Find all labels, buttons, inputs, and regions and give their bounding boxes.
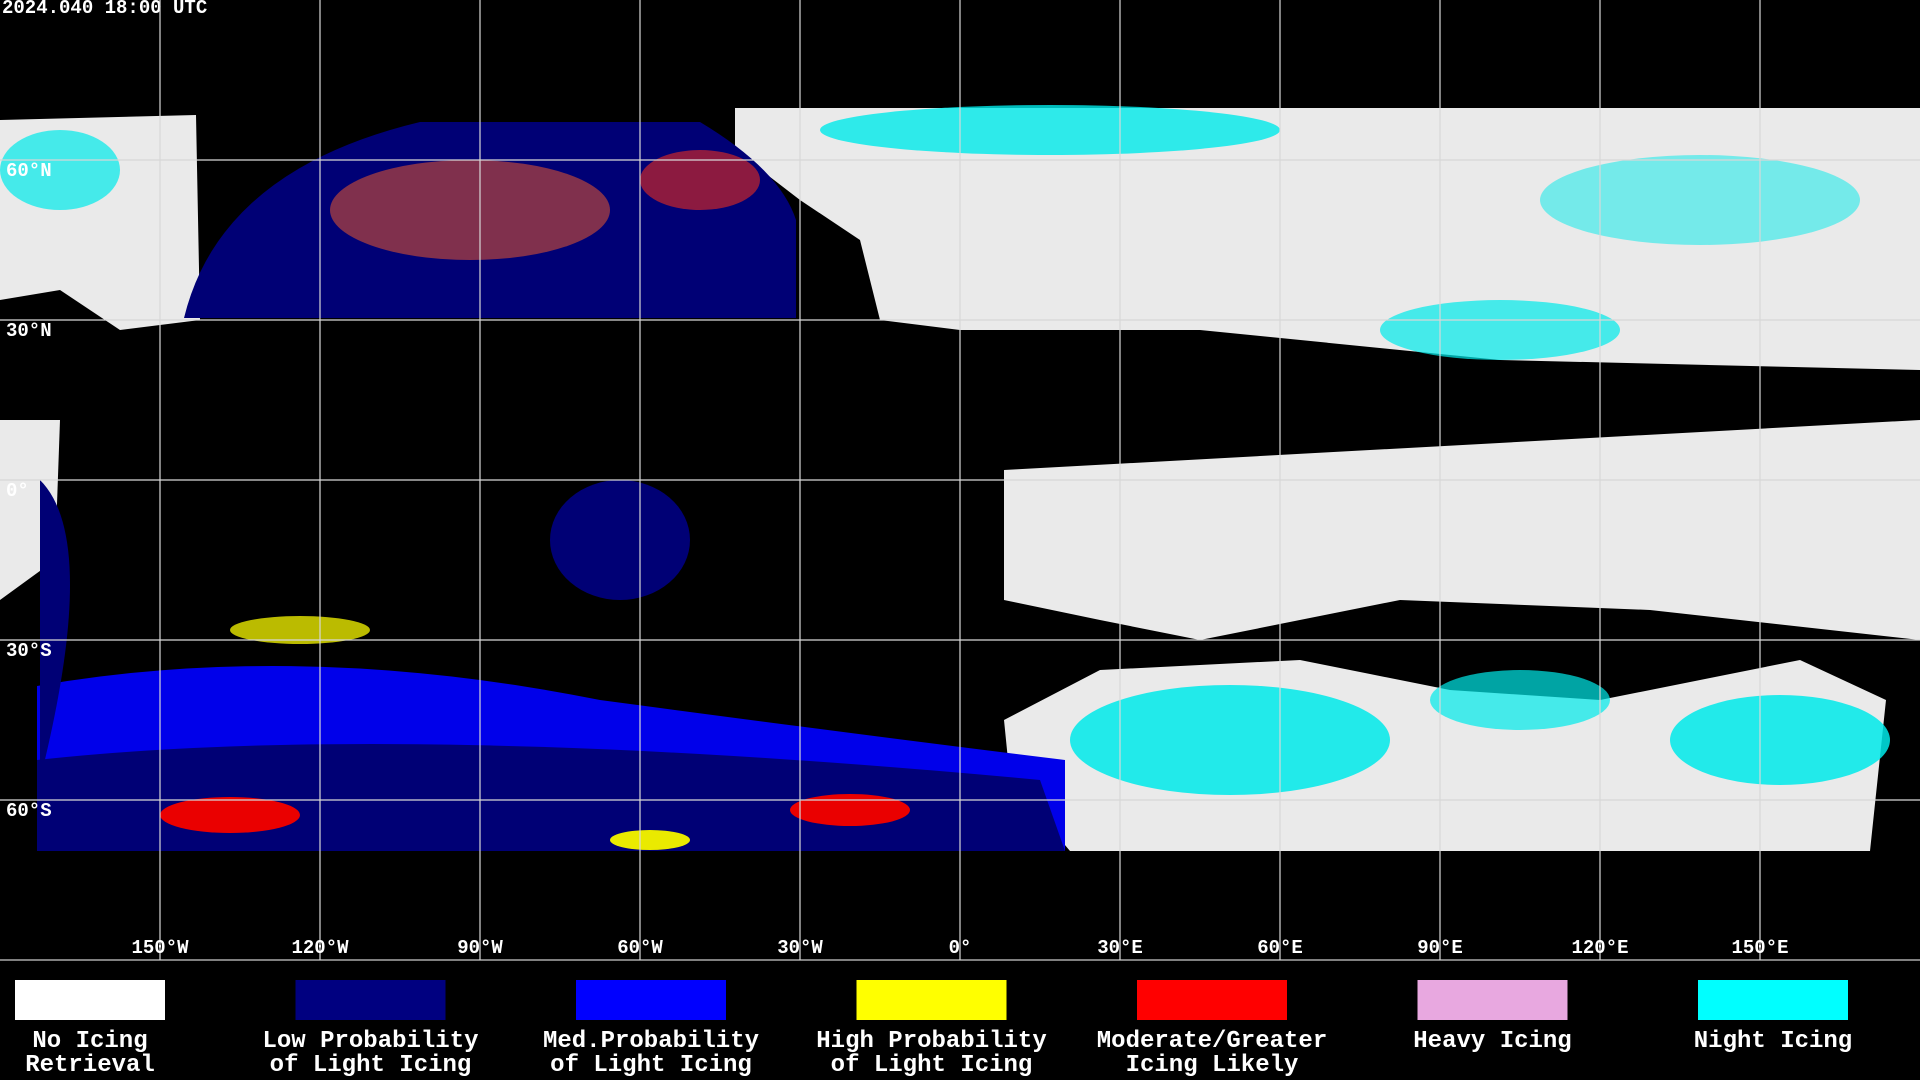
lat-label: 0° <box>6 480 29 502</box>
lon-label: 150°W <box>131 937 189 959</box>
lon-label: 120°W <box>291 937 349 959</box>
lat-label: 30°N <box>6 320 52 342</box>
legend-swatch <box>15 980 165 1020</box>
legend-label: Med.Probability <box>543 1028 759 1055</box>
legend-swatch <box>295 980 446 1020</box>
lon-label: 120°E <box>1571 937 1628 959</box>
legend-swatch <box>1137 980 1287 1020</box>
legend-label: Night Icing <box>1694 1028 1852 1055</box>
graticule: 150°W 120°W 90°W 60°W 30°W 0° 30°E 60°E 90°E 120°… <box>0 0 1920 961</box>
lon-label: 150°E <box>1731 937 1788 959</box>
legend-label: of Light Icing <box>270 1052 472 1079</box>
legend-label: Moderate/Greater <box>1097 1028 1327 1055</box>
legend-label: Icing Likely <box>1126 1052 1299 1079</box>
lon-label: 30°W <box>777 937 823 959</box>
lon-label: 90°E <box>1417 937 1463 959</box>
lat-label: 60°S <box>6 800 52 822</box>
legend-label: Low Probability <box>262 1028 478 1055</box>
legend-label: No Icing <box>32 1028 147 1055</box>
legend-label: of Light Icing <box>831 1052 1033 1079</box>
timestamp: 2024.040 18:00 UTC <box>2 0 207 19</box>
lon-label: 60°E <box>1257 937 1303 959</box>
lon-label: 30°E <box>1097 937 1143 959</box>
lon-label: 0° <box>949 937 972 959</box>
legend-label: of Light Icing <box>550 1052 752 1079</box>
legend-label: Retrieval <box>25 1052 155 1079</box>
legend-swatch <box>1698 980 1848 1020</box>
legend-swatch <box>1417 980 1568 1020</box>
lon-label: 90°W <box>457 937 503 959</box>
legend-label: Heavy Icing <box>1413 1028 1571 1055</box>
legend-swatch <box>856 980 1007 1020</box>
lon-label: 60°W <box>617 937 663 959</box>
legend-swatch <box>576 980 726 1020</box>
legend-label: High Probability <box>816 1028 1046 1055</box>
lat-label: 60°N <box>6 160 52 182</box>
lat-label: 30°S <box>6 640 52 662</box>
